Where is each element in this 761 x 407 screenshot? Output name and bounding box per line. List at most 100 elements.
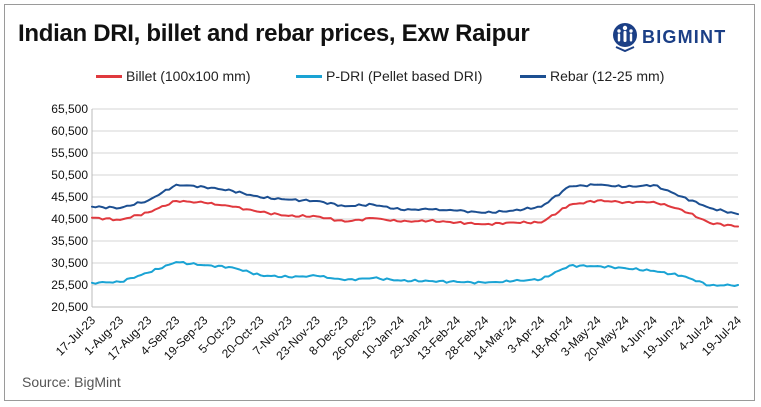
series-line	[91, 261, 739, 287]
data-point	[231, 205, 234, 208]
data-point	[596, 265, 599, 267]
y-tick-label: 50,500	[51, 168, 88, 182]
legend-label-rebar: Rebar (12-25 mm)	[550, 68, 665, 84]
legend-label-pdri: P-DRI (Pellet based DRI)	[326, 68, 483, 84]
y-tick-label: 45,500	[51, 190, 88, 204]
data-point	[512, 221, 515, 224]
data-point	[203, 185, 206, 188]
data-point	[343, 279, 346, 282]
y-tick-label: 30,500	[51, 256, 88, 270]
source-note: Source: BigMint	[22, 374, 121, 390]
data-point	[624, 185, 627, 188]
data-point	[484, 223, 487, 226]
data-point	[568, 264, 571, 267]
data-point	[568, 185, 571, 188]
data-point	[512, 280, 515, 282]
y-tick-label: 55,500	[51, 146, 88, 160]
data-point	[400, 208, 402, 211]
data-point	[119, 218, 121, 221]
data-point	[456, 209, 459, 212]
data-point	[428, 219, 430, 222]
bigmint-logo: BIGMINT	[612, 20, 726, 54]
y-tick-label: 40,500	[51, 212, 88, 226]
data-point	[624, 267, 627, 270]
data-point	[737, 213, 739, 216]
data-point	[203, 264, 206, 267]
data-point	[680, 208, 683, 211]
legend-item-billet: Billet (100x100 mm)	[96, 68, 251, 84]
data-point	[371, 203, 374, 206]
data-point	[315, 200, 318, 202]
data-point	[91, 281, 93, 284]
data-point	[287, 215, 290, 217]
y-tick-label: 20,500	[51, 300, 88, 314]
data-point	[259, 274, 262, 277]
y-tick-label: 65,500	[51, 102, 88, 116]
data-point	[259, 196, 262, 199]
data-point	[428, 208, 430, 211]
data-point	[119, 281, 121, 283]
y-tick-label: 25,500	[51, 278, 88, 292]
chart-title: Indian DRI, billet and rebar prices, Exw…	[18, 20, 530, 47]
chart-legend: Billet (100x100 mm) P-DRI (Pellet based …	[0, 68, 751, 86]
legend-item-rebar: Rebar (12-25 mm)	[520, 68, 664, 84]
legend-swatch-rebar	[520, 74, 546, 78]
data-point	[147, 211, 150, 214]
data-point	[709, 207, 711, 209]
legend-swatch-pdri	[296, 74, 322, 78]
data-point	[709, 284, 711, 287]
data-point	[91, 205, 93, 208]
data-point	[371, 217, 374, 220]
data-point	[175, 200, 178, 202]
data-point	[400, 279, 402, 282]
data-point	[231, 189, 234, 192]
data-point	[680, 274, 683, 277]
data-point	[203, 201, 206, 204]
data-point	[652, 270, 655, 272]
data-point	[456, 221, 459, 224]
data-point	[624, 201, 627, 204]
data-point	[540, 205, 543, 208]
data-point	[709, 222, 711, 224]
data-point	[484, 281, 487, 284]
data-point	[512, 209, 515, 212]
legend-label-billet: Billet (100x100 mm)	[126, 68, 251, 84]
series-line	[91, 183, 739, 216]
data-point	[371, 277, 374, 279]
y-tick-label: 35,500	[51, 234, 88, 248]
data-point	[568, 204, 571, 206]
data-point	[231, 266, 234, 269]
data-point	[596, 199, 599, 202]
data-point	[287, 276, 290, 278]
data-point	[428, 280, 430, 282]
data-point	[147, 271, 150, 274]
series-line	[91, 199, 739, 228]
brand-name: BIGMINT	[642, 26, 727, 47]
data-point	[287, 198, 290, 201]
data-point	[343, 220, 346, 223]
legend-item-pdri: P-DRI (Pellet based DRI)	[296, 68, 482, 84]
data-point	[680, 195, 683, 198]
data-point	[484, 211, 487, 214]
data-point	[400, 220, 402, 223]
data-point	[119, 207, 121, 209]
data-point	[652, 184, 655, 187]
data-point	[259, 211, 262, 213]
data-point	[737, 284, 739, 286]
data-point	[315, 274, 318, 277]
data-point	[175, 261, 178, 264]
data-point	[147, 199, 150, 202]
y-tick-label: 60,500	[51, 124, 88, 138]
data-point	[175, 183, 178, 186]
data-point	[540, 221, 543, 224]
data-point	[540, 278, 543, 281]
legend-swatch-billet	[96, 74, 122, 78]
data-point	[737, 225, 739, 228]
data-point	[343, 205, 346, 208]
data-point	[315, 215, 318, 218]
bigmint-logo-icon	[613, 23, 637, 52]
data-point	[456, 281, 459, 283]
data-point	[91, 216, 93, 219]
data-point	[652, 200, 655, 203]
